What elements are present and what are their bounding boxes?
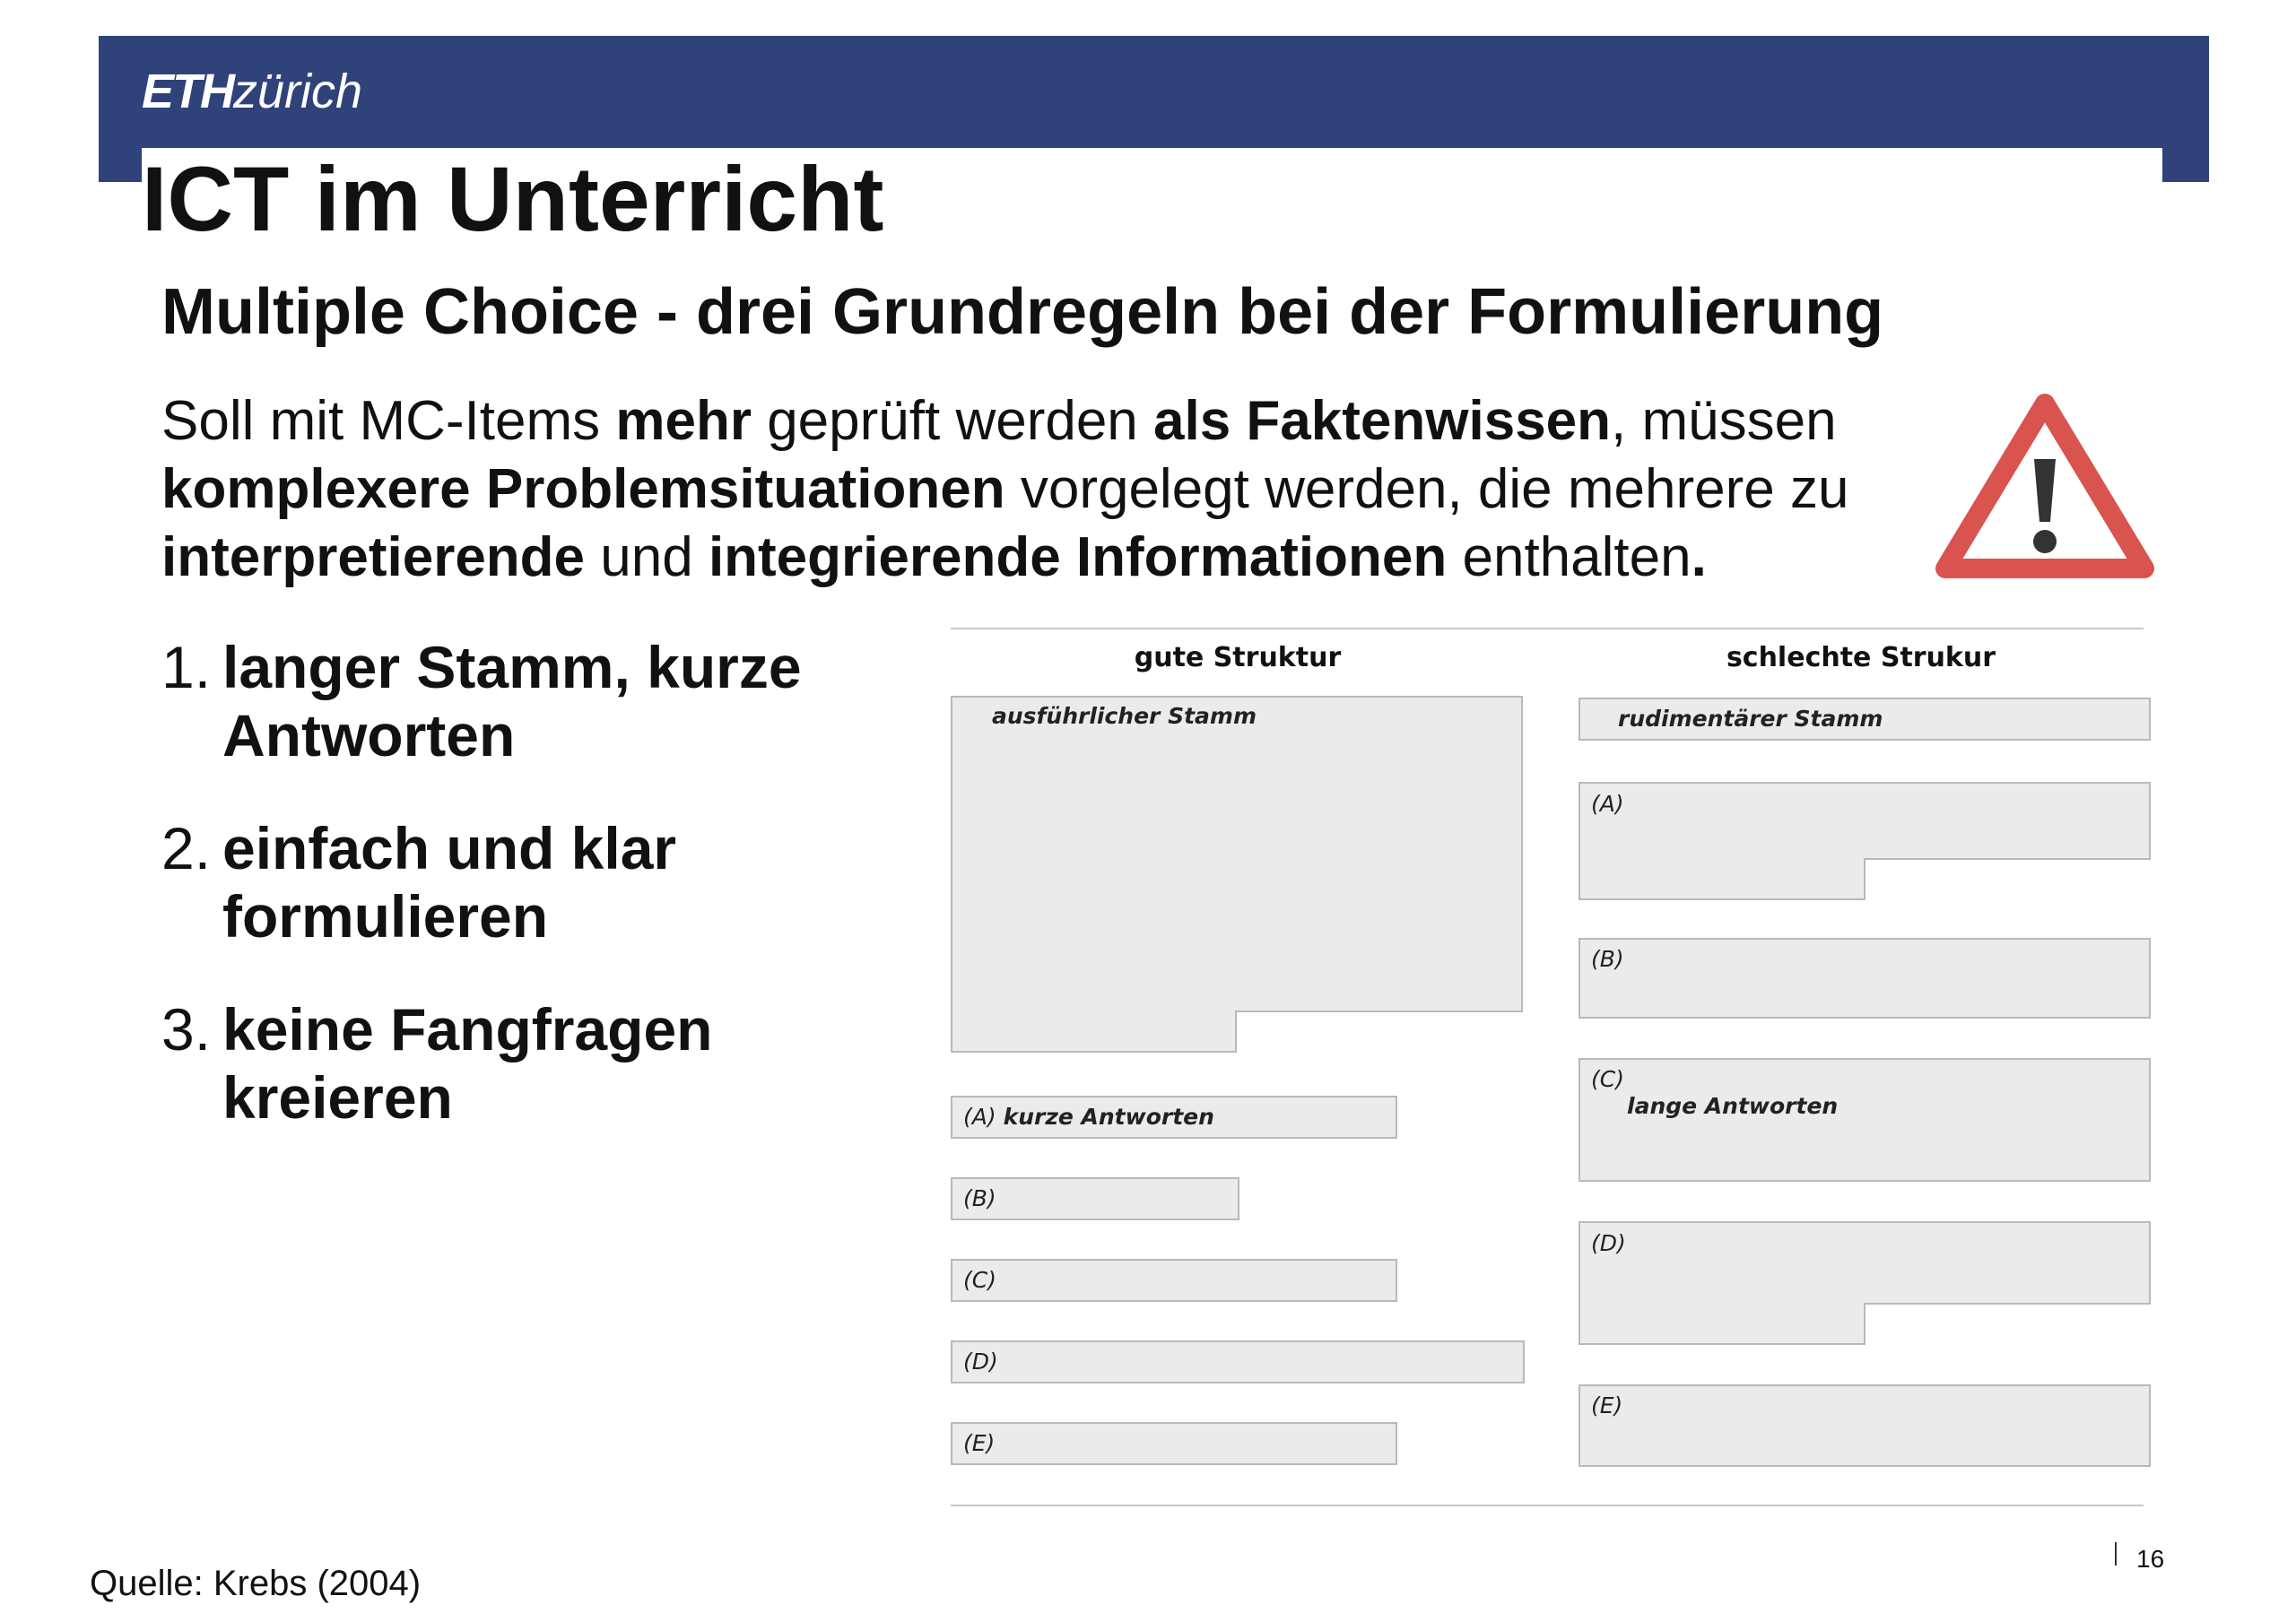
intro-bold-2: als Faktenwissen [1153, 390, 1612, 452]
good-answer-a: (A) kurze Antworten [951, 1096, 1397, 1139]
logo-eth-text: ETH [142, 65, 235, 118]
intro-text-2: geprüft werden [751, 390, 1154, 452]
eth-logo: ETHzürich [142, 65, 362, 118]
answer-letter: (E) [1591, 1392, 1623, 1418]
intro-bold-6: . [1691, 526, 1707, 588]
bad-stem-box: rudimentärer Stamm [1578, 698, 2151, 741]
page-subtitle: Multiple Choice - drei Grundregeln bei d… [161, 276, 1884, 348]
diagram-top-rule [951, 628, 2144, 629]
rule-text: keine Fangfragen kreieren [222, 996, 713, 1131]
intro-text-6: enthalten [1447, 526, 1692, 588]
good-stem-box [951, 696, 1523, 1053]
intro-bold-5: integrierende Informationen [708, 526, 1448, 588]
source-citation: Quelle: Krebs (2004) [90, 1564, 422, 1603]
good-answer-c: (C) [951, 1259, 1397, 1302]
rule-item: 1. langer Stamm, kurze Antworten [161, 633, 897, 769]
answer-letter: (C) [1591, 1066, 1624, 1092]
warning-triangle-icon [1935, 394, 2154, 578]
bad-answer-e: (E) [1578, 1384, 2151, 1467]
page-number: 16 [2136, 1545, 2165, 1573]
intro-bold-4: interpretierende [161, 526, 586, 588]
answer-letter: (B) [963, 1185, 996, 1211]
answer-letter: (D) [1591, 1230, 1626, 1256]
good-answer-e: (E) [951, 1422, 1397, 1465]
mc-structure-diagram: gute Struktur schlechte Strukur ausführl… [951, 619, 2152, 1515]
logo-zurich-text: zürich [233, 65, 363, 118]
bad-stem-label: rudimentärer Stamm [1618, 706, 1883, 732]
rule-number: 2. [161, 815, 212, 881]
good-structure-heading: gute Struktur [1134, 642, 1342, 673]
answer-letter: (C) [963, 1267, 996, 1293]
good-answer-d: (D) [951, 1340, 1525, 1383]
header-banner-cutout [142, 148, 2162, 184]
answer-letter: (A) [1591, 791, 1624, 817]
intro-bold-1: mehr [615, 390, 752, 452]
intro-text-5: und [585, 526, 709, 588]
good-stem-label: ausführlicher Stamm [992, 703, 1257, 729]
intro-text-4: vorgelegt werden, die mehrere zu [1004, 458, 1849, 520]
good-answer-b: (B) [951, 1177, 1239, 1220]
answer-letter: (A) [963, 1104, 996, 1130]
answer-letter: (E) [963, 1430, 996, 1456]
intro-text-3: , müssen [1611, 390, 1837, 452]
rule-number: 3. [161, 996, 212, 1063]
bad-answer-b: (B) [1578, 938, 2151, 1019]
rule-number: 1. [161, 634, 212, 700]
rules-list: 1. langer Stamm, kurze Antworten 2. einf… [161, 633, 897, 1176]
rule-text: langer Stamm, kurze Antworten [222, 634, 802, 768]
rule-item: 2. einfach und klar formulieren [161, 814, 897, 950]
bad-structure-heading: schlechte Strukur [1726, 642, 1996, 673]
intro-text-1: Soll mit MC-Items [161, 390, 616, 452]
answer-text: kurze Antworten [1003, 1104, 1214, 1130]
bad-answer-a [1578, 782, 2151, 900]
rule-item: 3. keine Fangfragen kreieren [161, 995, 897, 1132]
intro-bold-3: komplexere Problemsituationen [161, 458, 1005, 520]
answer-text: lange Antworten [1627, 1093, 1839, 1119]
rule-text: einfach und klar formulieren [222, 815, 677, 950]
page-title: ICT im Unterricht [142, 148, 884, 250]
page-number-divider [2115, 1542, 2117, 1566]
answer-letter: (D) [963, 1349, 998, 1375]
diagram-bottom-rule [951, 1505, 2144, 1506]
bad-answer-d [1578, 1221, 2151, 1345]
intro-paragraph: Soll mit MC-Items mehr geprüft werden al… [161, 387, 1955, 592]
answer-letter: (B) [1591, 946, 1624, 972]
bad-answer-c: (C) lange Antworten [1578, 1058, 2151, 1182]
